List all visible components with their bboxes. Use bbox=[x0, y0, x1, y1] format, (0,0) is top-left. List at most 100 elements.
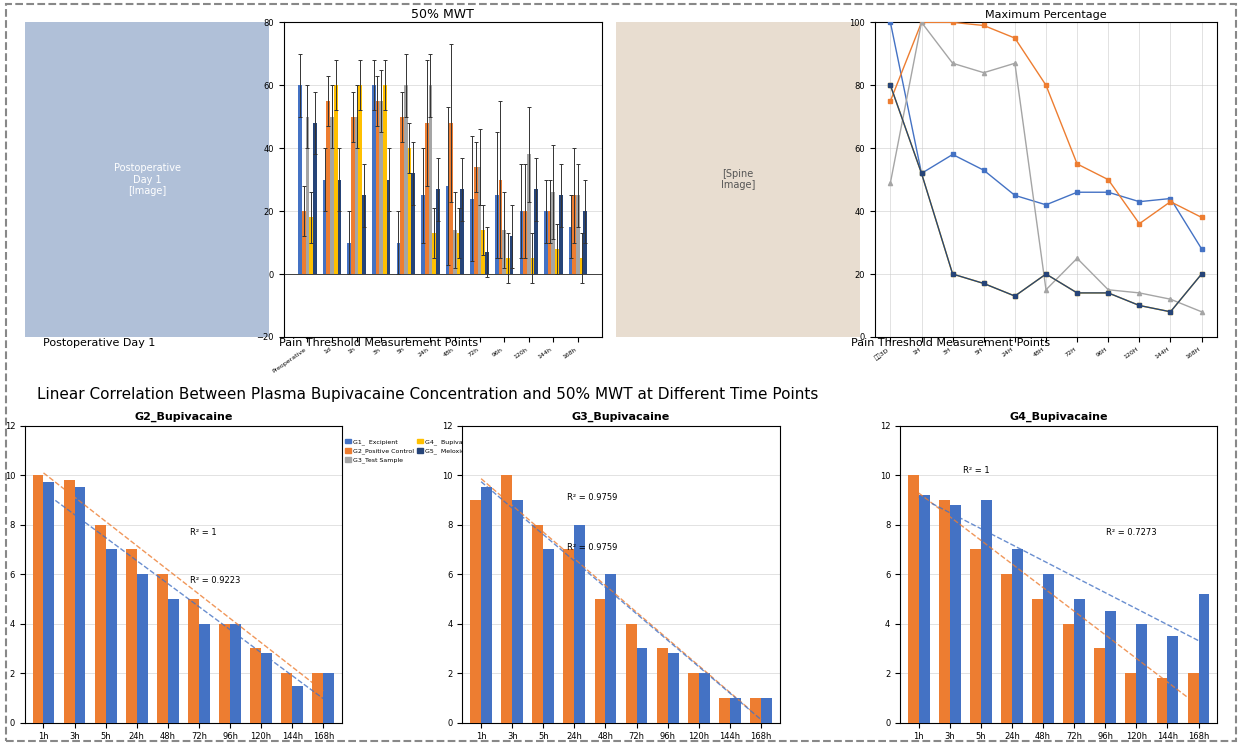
Text: Pain Threshold Measurement Points: Pain Threshold Measurement Points bbox=[851, 338, 1049, 349]
Bar bbox=[375, 101, 379, 274]
Bar bbox=[564, 549, 574, 723]
Bar bbox=[657, 648, 668, 723]
Bar bbox=[323, 180, 327, 274]
Bar bbox=[1043, 574, 1054, 723]
Bar bbox=[505, 259, 509, 274]
Bar bbox=[530, 259, 534, 274]
Bar bbox=[261, 653, 272, 723]
Bar bbox=[348, 243, 351, 274]
Bar bbox=[482, 230, 486, 274]
Bar bbox=[919, 495, 929, 723]
Text: Postoperative Day 1: Postoperative Day 1 bbox=[43, 338, 155, 349]
Bar bbox=[527, 154, 530, 274]
Bar bbox=[351, 117, 355, 274]
Bar bbox=[461, 189, 465, 274]
Text: R² = 0.7273: R² = 0.7273 bbox=[1107, 528, 1156, 537]
Bar bbox=[1156, 678, 1167, 723]
Bar bbox=[908, 475, 919, 723]
Bar bbox=[457, 233, 461, 274]
Bar bbox=[761, 698, 771, 723]
Bar bbox=[156, 574, 168, 723]
Bar bbox=[446, 186, 450, 274]
Bar bbox=[498, 180, 502, 274]
Bar bbox=[302, 211, 306, 274]
Bar bbox=[486, 252, 489, 274]
Bar bbox=[1063, 624, 1074, 723]
Bar bbox=[282, 673, 292, 723]
Bar bbox=[605, 574, 616, 723]
Bar bbox=[512, 500, 523, 723]
Bar bbox=[981, 500, 992, 723]
Bar bbox=[75, 487, 86, 723]
Bar bbox=[199, 624, 210, 723]
Bar bbox=[219, 624, 230, 723]
Bar bbox=[699, 673, 709, 723]
Bar bbox=[334, 85, 338, 274]
Bar bbox=[436, 189, 440, 274]
Title: 50% MWT: 50% MWT bbox=[411, 8, 474, 21]
Bar bbox=[534, 189, 538, 274]
Bar bbox=[502, 230, 505, 274]
Bar bbox=[309, 218, 313, 274]
Bar bbox=[559, 195, 563, 274]
Bar bbox=[1094, 648, 1105, 723]
Text: R² = 0.9759: R² = 0.9759 bbox=[568, 493, 617, 502]
Title: G4_Bupivacaine: G4_Bupivacaine bbox=[1010, 412, 1108, 422]
Bar bbox=[576, 195, 580, 274]
Bar bbox=[574, 524, 585, 723]
Bar bbox=[432, 233, 436, 274]
Bar bbox=[1136, 624, 1148, 723]
Bar bbox=[230, 624, 241, 723]
Bar bbox=[400, 117, 404, 274]
Legend: G1_  Excipient, G2_Positive Control, G3_Test Sample, G4_  Bupivacaine Single For: G1_ Excipient, G2_Positive Control, G3_T… bbox=[343, 437, 543, 466]
Bar bbox=[428, 85, 432, 274]
Bar bbox=[939, 500, 950, 723]
Bar bbox=[1074, 599, 1086, 723]
Title: G3_Bupivacaine: G3_Bupivacaine bbox=[571, 412, 671, 422]
Bar bbox=[407, 148, 411, 274]
Bar bbox=[509, 236, 513, 274]
Bar bbox=[386, 180, 390, 274]
Bar bbox=[1199, 594, 1210, 723]
Bar bbox=[595, 599, 605, 723]
Bar bbox=[471, 500, 481, 723]
Bar bbox=[1125, 673, 1136, 723]
Bar bbox=[719, 698, 730, 723]
Bar bbox=[421, 195, 425, 274]
Bar bbox=[584, 211, 587, 274]
Bar bbox=[543, 549, 554, 723]
Bar bbox=[573, 195, 576, 274]
Bar bbox=[580, 259, 584, 274]
Bar bbox=[125, 549, 137, 723]
Bar bbox=[371, 85, 375, 274]
Bar bbox=[63, 480, 75, 723]
Bar bbox=[688, 673, 699, 723]
Text: R² = 1: R² = 1 bbox=[964, 466, 990, 475]
Bar bbox=[471, 198, 474, 274]
Text: R² = 0.9223: R² = 0.9223 bbox=[190, 576, 240, 585]
Bar bbox=[1167, 636, 1179, 723]
Bar bbox=[298, 85, 302, 274]
Bar bbox=[106, 549, 117, 723]
Title: Maximum Percentage: Maximum Percentage bbox=[985, 10, 1107, 20]
Bar bbox=[668, 653, 678, 723]
Bar bbox=[338, 180, 342, 274]
Bar bbox=[168, 599, 179, 723]
Bar bbox=[453, 230, 457, 274]
Bar bbox=[137, 574, 148, 723]
Bar bbox=[970, 549, 981, 723]
Bar bbox=[1032, 599, 1043, 723]
Text: [Spine
Image]: [Spine Image] bbox=[722, 169, 755, 191]
Bar bbox=[519, 211, 523, 274]
Text: R² = 1: R² = 1 bbox=[190, 528, 216, 537]
Bar bbox=[1001, 574, 1012, 723]
Bar bbox=[474, 167, 478, 274]
Bar bbox=[323, 673, 334, 723]
Bar bbox=[551, 192, 555, 274]
Bar bbox=[383, 85, 386, 274]
Bar bbox=[626, 624, 637, 723]
Bar bbox=[306, 117, 309, 274]
Text: Pain Threshold Measurement Points: Pain Threshold Measurement Points bbox=[279, 338, 478, 349]
Bar bbox=[950, 505, 960, 723]
Text: R² = 0.9759: R² = 0.9759 bbox=[568, 543, 617, 552]
